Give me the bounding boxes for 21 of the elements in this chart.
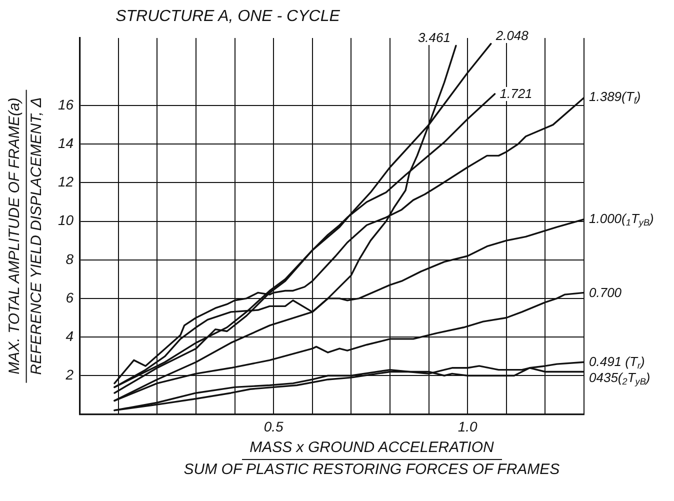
y-tick-label: 2 (64, 366, 74, 383)
series-label: 0.700 (588, 284, 623, 300)
series-label: 2.048 (494, 28, 530, 44)
chart-title: STRUCTURE A, ONE - CYCLE (116, 8, 340, 26)
x-tick-label: 1.0 (458, 418, 478, 434)
y-axis-title: MAX. TOTAL AMPLITUDE OF FRAME(a) REFERENCE YIELD DISPLACEMENT, Δ (6, 96, 45, 377)
y-tick-label: 8 (66, 250, 74, 267)
series-label: 1.000($_{1}$T$_{yB}$) (588, 210, 655, 228)
series-label: 1.389(T$_{f}$) (588, 89, 642, 106)
y-tick-label: 14 (58, 135, 74, 151)
y-tick-label: 10 (58, 212, 74, 228)
series-label: 1.721 (498, 86, 534, 102)
y-tick-label: 12 (58, 174, 74, 190)
x-axis-title: MASS x GROUND ACCELERATION SUM OF PLASTIC RESTORING FORCES OF FRAMES (182, 439, 561, 478)
x-tick-label: 0.5 (264, 418, 284, 434)
series-label: 0435($_{2}$T$_{yB}$) (588, 370, 652, 386)
y-tick-label: 4 (66, 328, 74, 344)
y-tick-label: 6 (66, 289, 74, 306)
series-label: 0.491 (T$_{r}$) (588, 354, 646, 370)
y-tick-label: 16 (58, 96, 74, 112)
series-label: 3.461 (416, 30, 452, 45)
